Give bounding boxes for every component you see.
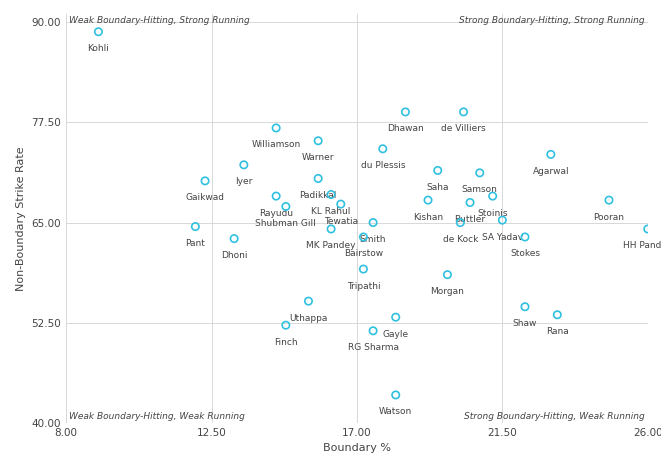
Point (475, 169, 485, 177)
Point (368, 327, 378, 335)
Point (358, 233, 369, 241)
Point (200, 177, 210, 185)
Point (271, 192, 282, 200)
Text: Stoinis: Stoinis (477, 209, 508, 218)
Point (313, 175, 323, 182)
Point (280, 203, 291, 210)
Point (336, 200, 346, 208)
Text: MK Pandey: MK Pandey (306, 242, 356, 251)
Point (487, 192, 498, 200)
Text: Tewatia: Tewatia (324, 217, 358, 226)
Text: RG Sharma: RG Sharma (348, 343, 399, 352)
Text: Kohli: Kohli (87, 44, 109, 53)
Point (391, 391, 401, 399)
Point (552, 311, 563, 319)
Point (358, 265, 369, 273)
Text: Iyer: Iyer (235, 177, 253, 186)
Text: du Plessis: du Plessis (360, 161, 405, 170)
Point (368, 219, 378, 227)
Point (229, 235, 239, 243)
Point (93, 28, 104, 36)
Text: Rayudu: Rayudu (259, 209, 293, 218)
Point (432, 167, 443, 174)
Point (280, 321, 291, 329)
Text: Shaw: Shaw (513, 319, 537, 328)
Text: Strong Boundary-Hitting, Weak Running: Strong Boundary-Hitting, Weak Running (464, 412, 645, 421)
Text: Rana: Rana (546, 327, 568, 336)
Point (442, 271, 453, 278)
Point (642, 225, 653, 233)
Point (545, 151, 556, 158)
Point (377, 145, 388, 153)
Text: Gaikwad: Gaikwad (186, 193, 225, 203)
Point (303, 298, 314, 305)
Text: Finch: Finch (274, 337, 297, 347)
Point (520, 303, 530, 311)
Point (520, 233, 530, 241)
Text: Buttler: Buttler (455, 215, 486, 224)
Point (423, 196, 434, 204)
Text: Watson: Watson (379, 407, 412, 416)
Point (391, 313, 401, 321)
Text: Shubman Gill: Shubman Gill (255, 219, 316, 228)
Text: KL Rahul: KL Rahul (311, 207, 351, 216)
Text: Strong Boundary-Hitting, Strong Running: Strong Boundary-Hitting, Strong Running (459, 16, 645, 25)
Text: Williamson: Williamson (252, 141, 301, 149)
Point (239, 161, 249, 169)
Text: Gayle: Gayle (383, 329, 408, 339)
Text: Morgan: Morgan (430, 287, 465, 296)
Text: Dhawan: Dhawan (387, 125, 424, 133)
Text: Weak Boundary-Hitting, Strong Running: Weak Boundary-Hitting, Strong Running (69, 16, 250, 25)
Point (326, 225, 336, 233)
Text: Tripathi: Tripathi (346, 282, 380, 290)
Point (326, 191, 336, 198)
Text: de Villiers: de Villiers (442, 125, 486, 133)
Point (313, 137, 323, 145)
Text: Weak Boundary-Hitting, Weak Running: Weak Boundary-Hitting, Weak Running (69, 412, 245, 421)
Text: Padikkal: Padikkal (299, 191, 337, 200)
Point (190, 223, 201, 230)
Text: Samson: Samson (462, 185, 498, 195)
Text: Stokes: Stokes (510, 250, 540, 259)
Text: Pooran: Pooran (594, 212, 625, 222)
Text: Dhoni: Dhoni (221, 251, 247, 260)
Point (603, 196, 614, 204)
Y-axis label: Non-Boundary Strike Rate: Non-Boundary Strike Rate (16, 146, 26, 291)
Point (400, 108, 410, 116)
Text: Saha: Saha (426, 183, 449, 192)
Text: SA Yadav: SA Yadav (482, 233, 523, 242)
Text: HH Pandya: HH Pandya (623, 242, 661, 251)
Point (271, 124, 282, 132)
Point (455, 219, 465, 227)
Text: Kishan: Kishan (413, 212, 443, 222)
Text: Uthappa: Uthappa (290, 313, 328, 322)
Text: Smith: Smith (360, 235, 386, 244)
Text: Warner: Warner (302, 153, 334, 162)
X-axis label: Boundary %: Boundary % (323, 443, 391, 454)
Point (497, 216, 508, 224)
Text: Bairstow: Bairstow (344, 250, 383, 259)
Point (465, 199, 475, 206)
Text: Agarwal: Agarwal (533, 167, 569, 176)
Text: Pant: Pant (186, 239, 206, 248)
Point (458, 108, 469, 116)
Text: de Kock: de Kock (443, 235, 478, 244)
